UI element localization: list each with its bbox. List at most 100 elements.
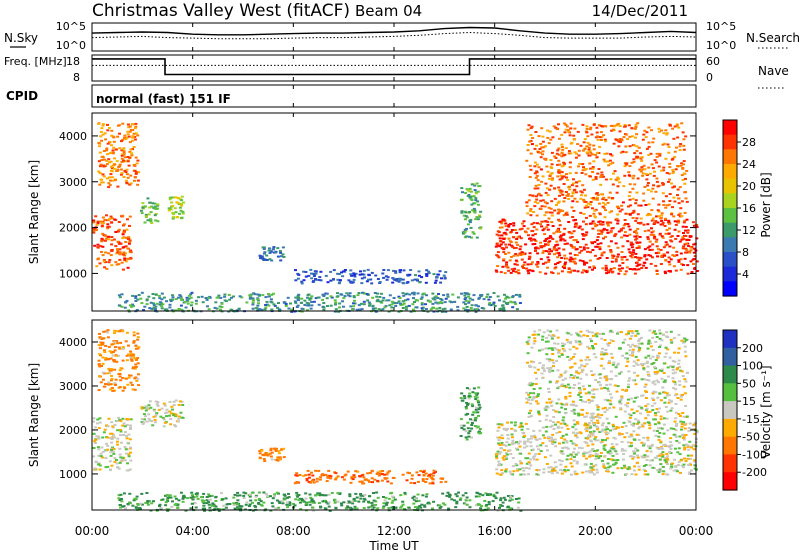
heatmap-cell: [642, 264, 646, 267]
heatmap-cell: [531, 234, 535, 237]
heatmap-cell: [664, 157, 668, 160]
heatmap-cell: [634, 238, 638, 241]
heatmap-cell: [559, 468, 562, 471]
heatmap-cell: [693, 255, 697, 258]
heatmap-cell: [401, 292, 405, 295]
heatmap-cell: [136, 298, 140, 301]
heatmap-cell: [628, 165, 632, 168]
heatmap-cell: [379, 292, 383, 295]
heatmap-cell: [416, 480, 420, 483]
heatmap-cell: [398, 271, 402, 274]
nsky-series-line: [91, 26, 697, 36]
heatmap-cell: [460, 399, 464, 402]
heatmap-cell: [675, 422, 679, 425]
heatmap-cell: [209, 498, 212, 501]
heatmap-cell: [627, 435, 631, 438]
heatmap-cell: [627, 398, 630, 401]
heatmap-cell: [268, 452, 272, 455]
heatmap-cell: [572, 456, 576, 458]
heatmap-cell: [126, 266, 130, 269]
heatmap-cell: [667, 146, 671, 148]
heatmap-cell: [596, 172, 600, 175]
heatmap-cell: [158, 297, 162, 300]
heatmap-cell: [120, 305, 124, 308]
heatmap-cell: [103, 234, 107, 237]
heatmap-cell: [469, 218, 473, 221]
heatmap-cell: [127, 469, 131, 472]
heatmap-cell: [538, 271, 542, 274]
heatmap-cell: [112, 151, 115, 154]
heatmap-cell: [657, 248, 660, 251]
heatmap-cell: [592, 450, 596, 452]
heatmap-cell: [668, 227, 671, 230]
heatmap-cell: [512, 222, 516, 225]
heatmap-cell: [171, 412, 175, 415]
heatmap-cell: [692, 251, 696, 254]
heatmap-cell: [281, 253, 285, 256]
heatmap-cell: [642, 164, 646, 167]
heatmap-cell: [521, 265, 524, 268]
heatmap-cell: [558, 194, 561, 197]
heatmap-cell: [616, 385, 620, 388]
heatmap-cell: [287, 496, 291, 499]
heatmap-cell: [650, 444, 654, 447]
heatmap-cell: [106, 329, 110, 332]
heatmap-cell: [496, 436, 500, 439]
heatmap-cell: [283, 498, 287, 501]
heatmap-cell: [386, 471, 390, 474]
heatmap-cell: [662, 253, 666, 256]
heatmap-cell: [496, 509, 500, 512]
y-tick-label: 4000: [59, 130, 87, 143]
heatmap-cell: [390, 300, 394, 303]
heatmap-cell: [106, 336, 110, 339]
heatmap-cell: [596, 194, 600, 196]
heatmap-cell: [271, 248, 275, 251]
heatmap-cell: [557, 218, 561, 221]
heatmap-cell: [455, 502, 459, 505]
heatmap-cell: [467, 301, 471, 304]
heatmap-cell: [623, 234, 627, 237]
heatmap-cell: [377, 474, 381, 477]
heatmap-cell: [571, 442, 575, 445]
heatmap-cell: [684, 339, 688, 341]
heatmap-cell: [423, 504, 427, 507]
heatmap-cell: [631, 187, 635, 190]
heatmap-cell: [602, 466, 606, 469]
heatmap-cell: [579, 190, 583, 193]
heatmap-cell: [608, 159, 612, 162]
heatmap-cell: [614, 374, 618, 377]
heatmap-cell: [652, 137, 656, 140]
heatmap-cell: [399, 494, 403, 497]
heatmap-cell: [466, 223, 470, 226]
heatmap-cell: [670, 465, 674, 468]
heatmap-cell: [107, 381, 111, 384]
heatmap-cell: [568, 134, 572, 137]
heatmap-cell: [121, 253, 125, 256]
heatmap-cell: [321, 298, 325, 301]
heatmap-cell: [352, 474, 356, 477]
heatmap-cell: [120, 459, 124, 461]
heatmap-cell: [132, 146, 136, 148]
heatmap-cell: [100, 181, 104, 184]
heatmap-cell: [96, 243, 100, 246]
heatmap-cell: [547, 253, 551, 255]
heatmap-cell: [591, 178, 595, 181]
heatmap-cell: [476, 425, 480, 428]
heatmap-cell: [518, 252, 522, 255]
heatmap-cell: [101, 378, 105, 381]
heatmap-cell: [109, 379, 113, 382]
heatmap-cell: [332, 278, 335, 281]
heatmap-cell: [314, 270, 318, 273]
heatmap-cell: [244, 503, 248, 506]
heatmap-cell: [116, 240, 120, 243]
heatmap-cell: [626, 138, 630, 140]
heatmap-cell: [270, 458, 274, 461]
heatmap-cell: [566, 447, 570, 450]
heatmap-cell: [391, 499, 395, 502]
heatmap-cell: [410, 477, 414, 480]
heatmap-cell: [177, 417, 181, 420]
heatmap-cell: [356, 470, 360, 473]
heatmap-cell: [141, 202, 145, 205]
heatmap-cell: [631, 135, 635, 138]
heatmap-cell: [628, 145, 632, 148]
